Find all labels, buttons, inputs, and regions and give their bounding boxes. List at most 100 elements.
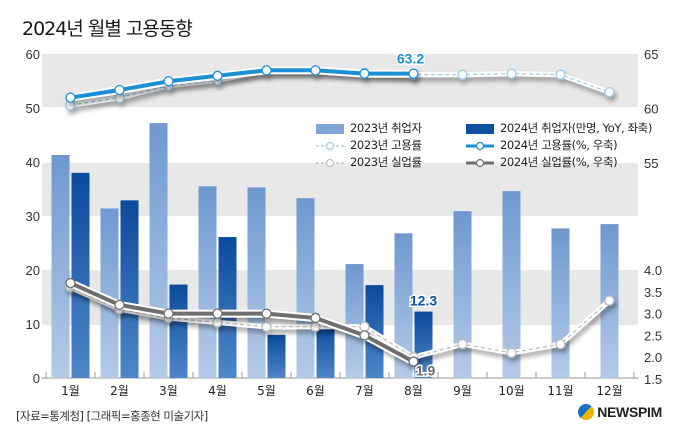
line-rate-2024-point xyxy=(65,92,76,103)
annotation-employed-2024: 12.3 xyxy=(410,293,437,309)
x-tick-label: 8월 xyxy=(404,384,423,398)
x-tick-label: 5월 xyxy=(257,384,276,398)
legend-swatch-emp2023 xyxy=(316,123,344,134)
left-axis-tick-label: 20 xyxy=(26,263,40,278)
left-axis-tick-label: 60 xyxy=(26,47,40,62)
line-rate-2024-point xyxy=(408,68,419,79)
legend-swatch-unemp2023 xyxy=(316,157,344,169)
bar-2023-employed xyxy=(247,187,266,378)
right-axis-unemp-tick-label: 1.5 xyxy=(644,372,662,387)
x-tick-label: 4월 xyxy=(208,384,227,398)
left-axis-tick-label: 0 xyxy=(33,371,40,386)
left-axis-tick-label: 30 xyxy=(26,209,40,224)
line-rate-2023-point xyxy=(506,68,517,79)
line-unemp-2024-point xyxy=(359,330,370,341)
x-tick-label: 2월 xyxy=(110,384,129,398)
bar-2024-employed xyxy=(316,326,335,378)
annotation-unemp-2024: 1.9 xyxy=(416,363,436,379)
grid-bands xyxy=(42,54,638,325)
axes: 0 10 20 30 40 50 60 55 60 65 1.5 2.0 2.5 3.0 3.5 4.0 1월 2… xyxy=(26,47,663,398)
bar-2023-employed xyxy=(296,198,315,378)
line-rate-2024-point xyxy=(163,76,174,87)
left-axis-tick-label: 40 xyxy=(26,155,40,170)
x-tick-label: 6월 xyxy=(306,384,325,398)
line-unemp-2023-point xyxy=(212,317,223,328)
x-tick-label: 10월 xyxy=(498,384,524,398)
right-axis-unemp-tick-label: 4.0 xyxy=(644,263,662,278)
legend: 2023년 취업자 2024년 취업자(만명, YoY, 좌축) 2023년 고… xyxy=(316,120,666,171)
lines xyxy=(65,65,615,367)
line-unemp-2023-point xyxy=(310,321,321,332)
line-rate-2024-point xyxy=(359,68,370,79)
right-axis-unemp-tick-label: 3.5 xyxy=(644,285,662,300)
legend-swatch-unemp2024 xyxy=(466,157,494,169)
line-rate-2023-point xyxy=(457,69,468,80)
right-axis-unemp-tick-label: 2.5 xyxy=(644,328,662,343)
right-axis-unemp-tick-label: 2.0 xyxy=(644,350,662,365)
right-axis-unemp-tick-label: 3.0 xyxy=(644,307,662,322)
bar-2024-employed xyxy=(267,334,286,378)
line-unemp-2023-point xyxy=(261,321,272,332)
legend-item-rate2023: 2023년 고용률 xyxy=(316,137,466,154)
bar-2023-employed xyxy=(100,208,119,378)
line-unemp-2024-point xyxy=(65,277,76,289)
bar-2023-employed xyxy=(198,186,217,378)
line-unemp-2024-point xyxy=(408,356,419,367)
right-axis-rate-tick-label: 55 xyxy=(644,156,658,171)
logo-text: NEWSPIM xyxy=(597,404,662,420)
line-rate-2023-point xyxy=(555,69,566,80)
line-unemp-2024-point xyxy=(310,312,321,324)
line-unemp-2024-point xyxy=(114,299,125,311)
line-rate-2024-group xyxy=(65,65,419,103)
bar-2023-employed xyxy=(51,154,70,378)
legend-item-emp2023: 2023년 취업자 xyxy=(316,120,466,137)
bar-2024-employed xyxy=(169,284,188,378)
x-tick-label: 1월 xyxy=(61,384,80,398)
annotations: 63.2 12.3 1.9 xyxy=(395,49,438,380)
legend-item-emp2024: 2024년 취업자(만명, YoY, 좌축) xyxy=(466,120,666,137)
x-tick-label: 9월 xyxy=(453,384,472,398)
bar-2024-employed xyxy=(414,311,433,378)
grid-band xyxy=(42,54,638,107)
bar-2023-employed xyxy=(394,233,413,378)
bar-2023-employed xyxy=(502,191,521,378)
line-unemp-2024-group xyxy=(65,277,419,367)
line-rate-2023-point xyxy=(604,87,615,98)
line-rate-2024-point xyxy=(310,65,321,76)
line-unemp-2024-point xyxy=(163,308,174,319)
chart-title: 2024년 월별 고용동향 xyxy=(22,18,193,40)
logo-mark-icon xyxy=(578,404,595,420)
line-unemp-2023-point xyxy=(506,347,517,358)
source-credit: [자료=통계청] [그래픽=홍종현 미술기자] xyxy=(16,409,208,423)
x-tick-label: 12월 xyxy=(596,384,622,398)
legend-item-rate2024: 2024년 고용률(%, 우축) xyxy=(466,137,666,154)
bar-2023-employed xyxy=(453,211,472,378)
bar-2024-employed xyxy=(120,200,139,378)
bar-2023-employed xyxy=(345,264,364,378)
line-unemp-2024 xyxy=(69,281,415,364)
legend-swatch-rate2024 xyxy=(466,140,494,152)
left-axis-tick-label: 50 xyxy=(26,101,40,116)
bar-2023-employed xyxy=(551,228,570,378)
bars xyxy=(51,123,619,379)
line-rate-2024-point xyxy=(114,84,125,96)
line-rate-2024 xyxy=(70,68,414,100)
line-unemp-2023-point xyxy=(555,338,566,350)
left-axis-tick-label: 10 xyxy=(26,317,40,332)
newspim-logo: NEWSPIM xyxy=(578,404,662,420)
x-tick-label: 3월 xyxy=(159,384,178,398)
line-unemp-2024-point xyxy=(212,308,223,319)
line-rate-2024-point xyxy=(212,70,223,81)
grid-band xyxy=(42,270,638,325)
right-axis-rate-tick-label: 65 xyxy=(644,47,658,62)
x-tick-label: 7월 xyxy=(355,384,374,398)
line-unemp-2023-point xyxy=(359,321,370,332)
line-rate-2023 xyxy=(70,69,610,106)
right-axis-rate-tick-label: 60 xyxy=(644,102,658,117)
grid-band xyxy=(42,163,638,216)
x-tick-label: 11월 xyxy=(547,384,573,398)
line-rate-2024-point xyxy=(261,65,272,76)
bar-2024-employed xyxy=(71,172,90,378)
legend-item-unemp2023: 2023년 실업률 xyxy=(316,154,466,171)
